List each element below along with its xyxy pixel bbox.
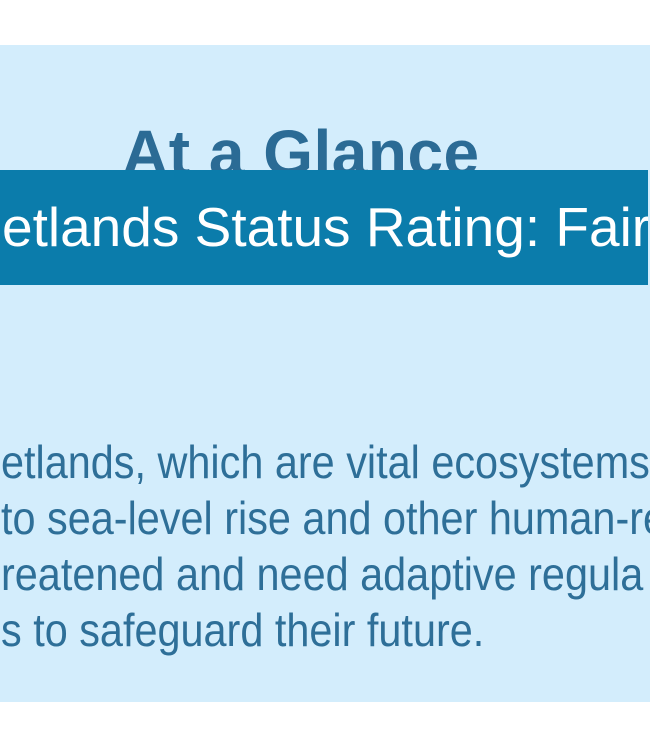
glance-panel (0, 45, 650, 702)
summary-line: s to safeguard their future. (1, 604, 485, 656)
status-rating-banner-text: etlands Status Rating: Fair (2, 196, 648, 258)
summary-line: etlands, which are vital ecosystems (1, 436, 650, 488)
summary-line: reatened and need adaptive regula (1, 548, 644, 600)
status-rating-banner: etlands Status Rating: Fair (0, 170, 648, 285)
summary-line: to sea-level rise and other human-re (1, 492, 650, 544)
summary-paragraph: etlands, which are vital ecosystems to s… (1, 434, 650, 658)
